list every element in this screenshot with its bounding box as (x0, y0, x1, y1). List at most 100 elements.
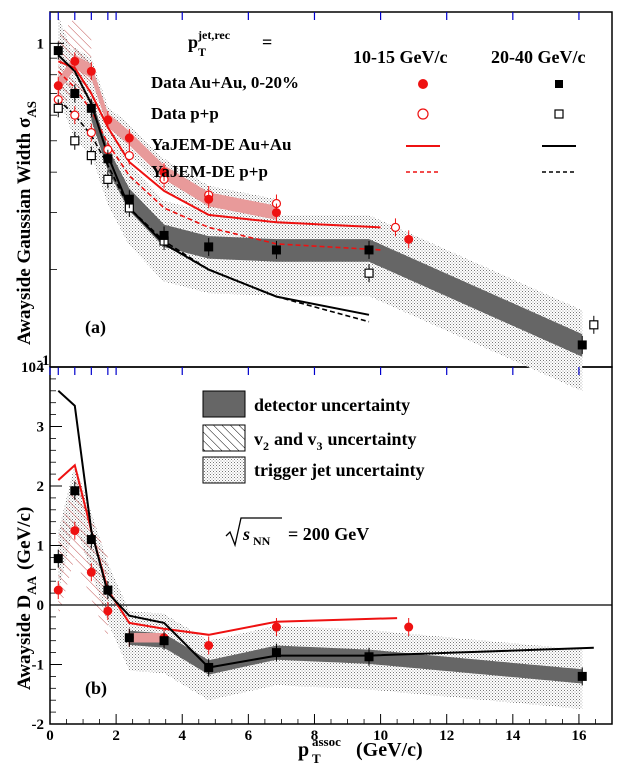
data-point (103, 585, 113, 595)
data-point (204, 242, 214, 252)
panel-b-legend: detector uncertainty v2 and v3 uncertainty… (202, 390, 425, 484)
svg-text:s: s (242, 524, 250, 544)
panel-a-ylabel: Awayside Gaussian Width σAS (14, 101, 39, 345)
x-tick-label: 8 (311, 728, 319, 744)
data-point (577, 340, 587, 350)
svg-text:= 200 GeV: = 200 GeV (288, 524, 369, 544)
data-point (53, 554, 63, 564)
y-tick-label-a: 10 (21, 360, 36, 376)
data-point (404, 622, 414, 632)
x-tick-label: 2 (112, 728, 120, 744)
data-point (86, 103, 96, 113)
panel-b-ylabel: Awayside DAA(GeV/c) (14, 507, 39, 690)
svg-text:(GeV/c): (GeV/c) (356, 739, 423, 761)
legend-box-v2v3 (202, 424, 246, 452)
panel-b-series (53, 390, 594, 686)
y-tick-label-b: 2 (37, 479, 45, 495)
svg-text:Awayside DAA(GeV/c): Awayside DAA(GeV/c) (14, 507, 39, 690)
data-point (70, 486, 80, 496)
data-point (70, 110, 80, 120)
svg-text:NN: NN (253, 534, 271, 548)
y-tick-label-b: -2 (32, 717, 45, 733)
svg-text:assoc: assoc (312, 734, 341, 749)
data-point (86, 66, 96, 76)
detector-band-10-15 (58, 54, 277, 220)
data-point (70, 526, 80, 536)
svg-text:detector uncertainty: detector uncertainty (254, 395, 410, 415)
data-point (86, 150, 96, 161)
data-point (70, 56, 80, 66)
y-tick-label-b: -1 (32, 658, 45, 674)
data-point (390, 222, 401, 232)
v2v3-band-b (58, 477, 108, 638)
y-tick-label-a: 1 (37, 36, 45, 52)
x-tick-label: 16 (571, 728, 587, 744)
y-tick-label-b: 0 (37, 598, 45, 614)
data-point (577, 671, 587, 681)
svg-text:YaJEM-DE p+p: YaJEM-DE p+p (151, 162, 268, 181)
data-point (70, 136, 80, 146)
data-point (271, 245, 281, 255)
data-point (86, 127, 96, 138)
data-point (271, 622, 281, 632)
detector-band-b-20-40 (129, 630, 583, 684)
svg-text:=: = (262, 32, 272, 52)
detector-band-b-10-15 (129, 633, 165, 643)
legend-marker-pp-10-15 (417, 108, 429, 120)
svg-text:Data p+p: Data p+p (151, 104, 219, 123)
x-tick-label: 4 (178, 728, 186, 744)
panel-b-label: (b) (85, 678, 107, 699)
data-point (124, 133, 134, 143)
y-tick-label-b: 1 (37, 539, 45, 555)
legend-marker-auau-20-40 (555, 80, 563, 88)
data-point (124, 150, 134, 161)
x-tick-label: 0 (46, 728, 54, 744)
svg-text:p: p (298, 739, 309, 761)
data-point (159, 230, 169, 240)
series-line (57, 70, 381, 251)
legend-box-detector (202, 390, 246, 418)
data-point (404, 234, 414, 244)
data-point (159, 636, 169, 646)
svg-text:p: p (188, 32, 198, 52)
data-point (103, 154, 113, 164)
y-tick-label-b: 4 (37, 360, 45, 376)
data-point (70, 88, 80, 98)
data-point (53, 46, 63, 56)
series-line (57, 390, 594, 669)
data-point (204, 662, 214, 672)
legend-marker-auau-10-15 (418, 79, 428, 89)
data-point (271, 208, 281, 218)
data-point (53, 103, 63, 113)
legend-marker-pp-20-40 (554, 109, 564, 119)
panel-b-bands (58, 464, 583, 710)
svg-text:jet,rec: jet,rec (197, 28, 231, 42)
x-tick-label: 6 (245, 728, 253, 744)
svg-text:Data Au+Au, 0-20%: Data Au+Au, 0-20% (151, 73, 299, 92)
panel-a-label: (a) (85, 317, 106, 338)
detector-band-20-40 (91, 97, 583, 357)
data-point (364, 652, 374, 662)
panel-a-series (53, 41, 599, 354)
svg-text:Awayside Gaussian Width σAS: Awayside Gaussian Width σAS (14, 101, 39, 345)
y-tick-label-b: 3 (37, 420, 45, 436)
data-point (159, 167, 169, 177)
panel-a-legend: p jet,rec T = 10-15 GeV/c 20-40 GeV/c Da… (151, 28, 585, 181)
data-point (103, 606, 113, 616)
data-point (204, 194, 214, 204)
panel-a-bands (58, 15, 583, 392)
data-point (589, 320, 599, 330)
svg-text:YaJEM-DE Au+Au: YaJEM-DE Au+Au (151, 135, 292, 154)
svg-text:T: T (312, 751, 321, 766)
x-axis-label: p assoc T (GeV/c) (298, 734, 423, 766)
svg-text:20-40 GeV/c: 20-40 GeV/c (491, 47, 585, 67)
x-tick-label: 14 (505, 728, 521, 744)
data-point (124, 633, 134, 643)
x-tick-label: 12 (439, 728, 454, 744)
data-point (124, 194, 134, 204)
data-point (86, 567, 96, 577)
data-point (364, 268, 374, 278)
